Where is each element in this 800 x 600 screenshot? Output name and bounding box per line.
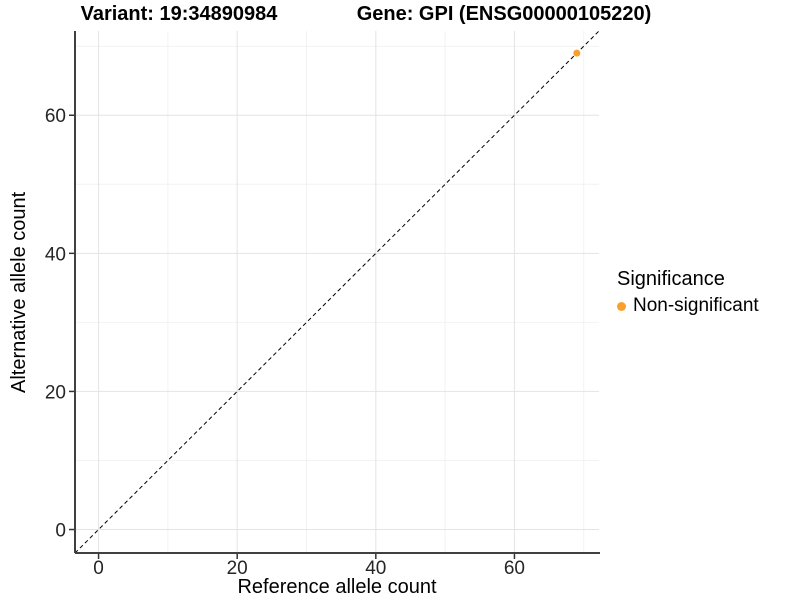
y-tick-label: 40 — [45, 244, 66, 265]
x-axis-title: Reference allele count — [237, 576, 437, 598]
variant-title: Variant: 19:34890984 — [80, 3, 278, 25]
legend: Significance Non-significant — [617, 268, 759, 317]
x-tick-label: 40 — [365, 558, 386, 579]
legend-item-non-significant: Non-significant — [617, 295, 759, 317]
data-point — [573, 49, 581, 57]
y-tick-label: 0 — [55, 521, 66, 542]
y-tick-label: 60 — [45, 106, 66, 127]
x-tick-label: 0 — [93, 558, 104, 579]
gene-title: Gene: GPI (ENSG00000105220) — [356, 3, 652, 25]
legend-item-label: Non-significant — [633, 295, 759, 316]
data-points — [573, 49, 581, 57]
identity-line — [74, 30, 600, 554]
x-tick-label: 20 — [227, 558, 248, 579]
tick-labels: 0 20 40 60 0 20 40 60 — [45, 106, 525, 579]
legend-dot-icon — [617, 301, 626, 311]
y-tick-label: 20 — [45, 382, 66, 403]
gridlines — [75, 31, 599, 553]
x-tick-label: 60 — [504, 558, 525, 579]
legend-title: Significance — [617, 268, 725, 290]
axes — [69, 31, 600, 559]
